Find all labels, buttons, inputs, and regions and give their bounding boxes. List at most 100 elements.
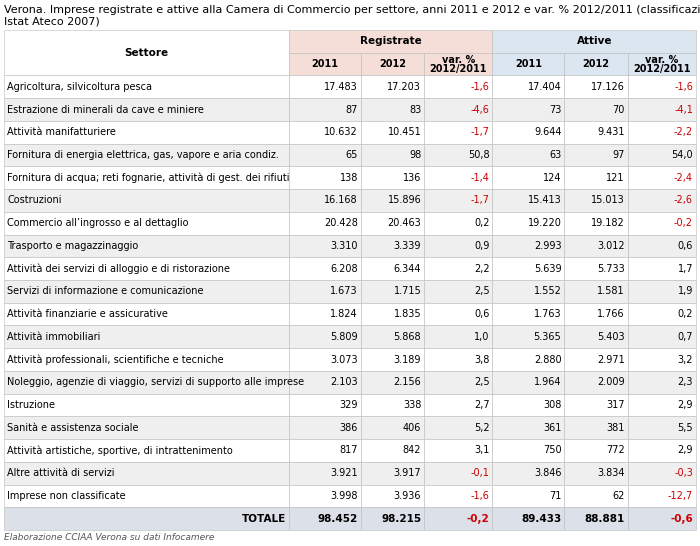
Text: 2,2: 2,2 bbox=[474, 264, 489, 274]
Bar bbox=[360, 167, 424, 189]
Bar bbox=[564, 75, 628, 98]
Text: Agricoltura, silvicoltura pesca: Agricoltura, silvicoltura pesca bbox=[7, 82, 152, 92]
Bar bbox=[289, 439, 360, 462]
Text: 3.189: 3.189 bbox=[394, 354, 421, 365]
Text: 3.339: 3.339 bbox=[394, 241, 421, 251]
Text: 2012/2011: 2012/2011 bbox=[634, 64, 691, 74]
Bar bbox=[289, 507, 360, 530]
Text: 9.431: 9.431 bbox=[597, 127, 625, 137]
Bar bbox=[492, 371, 564, 394]
Bar bbox=[289, 144, 360, 167]
Bar bbox=[424, 167, 492, 189]
Bar bbox=[4, 394, 289, 417]
Text: Imprese non classificate: Imprese non classificate bbox=[7, 491, 125, 501]
Bar bbox=[492, 257, 564, 280]
Bar bbox=[492, 348, 564, 371]
Text: -1,6: -1,6 bbox=[470, 82, 489, 92]
Bar bbox=[492, 325, 564, 348]
Text: 17.126: 17.126 bbox=[591, 82, 625, 92]
Text: 2011: 2011 bbox=[312, 59, 338, 69]
Text: 97: 97 bbox=[612, 150, 625, 160]
Text: -1,7: -1,7 bbox=[470, 195, 489, 205]
Text: Sanità e assistenza sociale: Sanità e assistenza sociale bbox=[7, 423, 139, 433]
Text: Attività finanziarie e assicurative: Attività finanziarie e assicurative bbox=[7, 309, 168, 319]
Bar bbox=[492, 212, 564, 235]
Text: 842: 842 bbox=[402, 446, 421, 455]
Bar bbox=[360, 121, 424, 144]
Text: 5.403: 5.403 bbox=[597, 332, 625, 342]
Bar bbox=[289, 121, 360, 144]
Bar bbox=[360, 371, 424, 394]
Text: 98.452: 98.452 bbox=[318, 514, 358, 524]
Text: Attività manifatturiere: Attività manifatturiere bbox=[7, 127, 116, 137]
Bar bbox=[564, 144, 628, 167]
Bar bbox=[289, 257, 360, 280]
Bar bbox=[360, 257, 424, 280]
Text: 2,3: 2,3 bbox=[678, 377, 693, 387]
Text: Verona. Imprese registrate e attive alla Camera di Commercio per settore, anni 2: Verona. Imprese registrate e attive alla… bbox=[4, 5, 700, 15]
Bar bbox=[289, 302, 360, 325]
Text: Settore: Settore bbox=[125, 48, 169, 58]
Bar bbox=[4, 75, 289, 98]
Bar bbox=[4, 144, 289, 167]
Bar bbox=[564, 484, 628, 507]
Bar bbox=[289, 75, 360, 98]
Text: 3,8: 3,8 bbox=[474, 354, 489, 365]
Bar bbox=[289, 325, 360, 348]
Text: 0,7: 0,7 bbox=[678, 332, 693, 342]
Bar bbox=[360, 394, 424, 417]
Text: 1.964: 1.964 bbox=[534, 377, 561, 387]
Text: Attività professionali, scientifiche e tecniche: Attività professionali, scientifiche e t… bbox=[7, 354, 223, 365]
Bar bbox=[424, 462, 492, 484]
Bar bbox=[564, 98, 628, 121]
Bar bbox=[628, 235, 696, 257]
Bar bbox=[492, 53, 564, 75]
Bar bbox=[4, 235, 289, 257]
Bar bbox=[564, 462, 628, 484]
Text: 406: 406 bbox=[403, 423, 421, 433]
Bar bbox=[4, 417, 289, 439]
Bar bbox=[360, 98, 424, 121]
Text: Trasporto e magazzinaggio: Trasporto e magazzinaggio bbox=[7, 241, 139, 251]
Text: 0,6: 0,6 bbox=[474, 309, 489, 319]
Text: 17.483: 17.483 bbox=[324, 82, 358, 92]
Text: -2,6: -2,6 bbox=[674, 195, 693, 205]
Bar bbox=[628, 302, 696, 325]
Text: 70: 70 bbox=[612, 104, 625, 115]
Bar bbox=[492, 75, 564, 98]
Text: 5,5: 5,5 bbox=[678, 423, 693, 433]
Text: 54,0: 54,0 bbox=[671, 150, 693, 160]
Bar bbox=[492, 484, 564, 507]
Bar bbox=[424, 417, 492, 439]
Text: 817: 817 bbox=[340, 446, 358, 455]
Bar bbox=[360, 189, 424, 212]
Bar bbox=[360, 348, 424, 371]
Text: Registrate: Registrate bbox=[360, 37, 421, 46]
Text: 98: 98 bbox=[409, 150, 421, 160]
Text: Estrazione di minerali da cave e miniere: Estrazione di minerali da cave e miniere bbox=[7, 104, 204, 115]
Bar bbox=[4, 212, 289, 235]
Bar bbox=[4, 257, 289, 280]
Bar bbox=[628, 212, 696, 235]
Bar bbox=[564, 121, 628, 144]
Bar bbox=[492, 121, 564, 144]
Text: 0,2: 0,2 bbox=[678, 309, 693, 319]
Text: 2.971: 2.971 bbox=[597, 354, 625, 365]
Bar bbox=[564, 189, 628, 212]
Bar bbox=[360, 280, 424, 302]
Text: 15.896: 15.896 bbox=[388, 195, 421, 205]
Bar bbox=[424, 280, 492, 302]
Text: -2,2: -2,2 bbox=[674, 127, 693, 137]
Bar bbox=[4, 462, 289, 484]
Bar bbox=[628, 484, 696, 507]
Text: 10.632: 10.632 bbox=[324, 127, 358, 137]
Bar bbox=[424, 189, 492, 212]
Bar bbox=[564, 348, 628, 371]
Text: 121: 121 bbox=[606, 173, 625, 183]
Text: Fornitura di energia elettrica, gas, vapore e aria condiz.: Fornitura di energia elettrica, gas, vap… bbox=[7, 150, 279, 160]
Bar bbox=[564, 302, 628, 325]
Text: -2,4: -2,4 bbox=[674, 173, 693, 183]
Text: 1.763: 1.763 bbox=[534, 309, 561, 319]
Text: 17.404: 17.404 bbox=[528, 82, 561, 92]
Text: Servizi di informazione e comunicazione: Servizi di informazione e comunicazione bbox=[7, 286, 204, 296]
